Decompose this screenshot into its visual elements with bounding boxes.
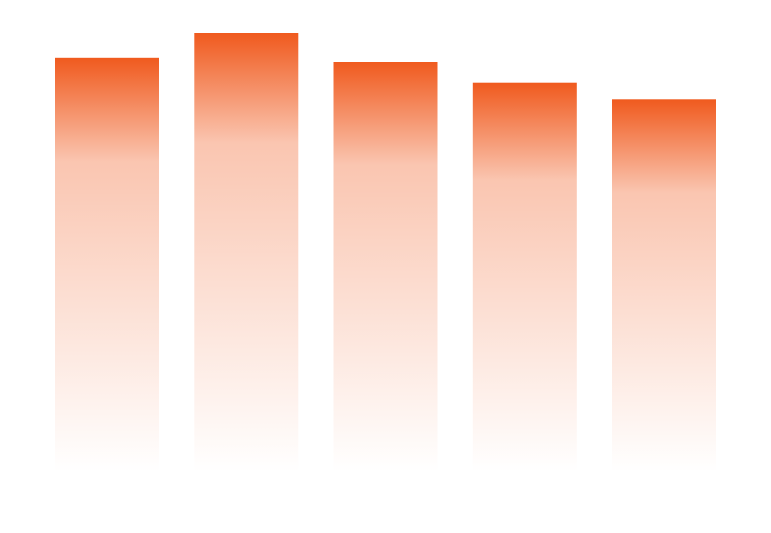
bar-4 (472, 82, 577, 472)
bar-5 (612, 99, 716, 473)
bars-group (55, 33, 716, 473)
bar-2 (194, 33, 299, 472)
bar-1 (55, 57, 159, 473)
bar-3 (333, 62, 438, 472)
